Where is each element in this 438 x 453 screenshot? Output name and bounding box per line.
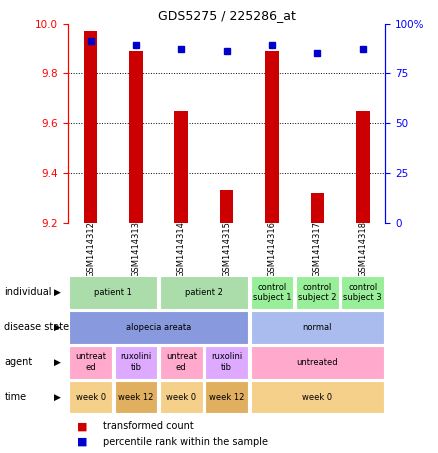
Text: control
subject 1: control subject 1 bbox=[253, 283, 291, 302]
Text: disease state: disease state bbox=[4, 322, 70, 333]
Text: GSM1414316: GSM1414316 bbox=[268, 221, 276, 277]
Text: GSM1414313: GSM1414313 bbox=[131, 221, 141, 277]
Bar bbox=[342, 276, 384, 309]
Text: individual: individual bbox=[4, 287, 52, 298]
Text: week 0: week 0 bbox=[166, 393, 196, 401]
Bar bbox=[205, 346, 248, 379]
Bar bbox=[69, 381, 112, 414]
Bar bbox=[296, 276, 339, 309]
Bar bbox=[115, 381, 157, 414]
Bar bbox=[160, 346, 203, 379]
Bar bbox=[220, 191, 233, 223]
Bar bbox=[160, 276, 248, 309]
Text: normal: normal bbox=[303, 323, 332, 332]
Text: ■: ■ bbox=[77, 437, 87, 447]
Text: GSM1414318: GSM1414318 bbox=[358, 221, 367, 277]
Title: GDS5275 / 225286_at: GDS5275 / 225286_at bbox=[158, 10, 296, 22]
Text: percentile rank within the sample: percentile rank within the sample bbox=[103, 437, 268, 447]
Text: ruxolini
tib: ruxolini tib bbox=[211, 352, 242, 372]
Text: control
subject 2: control subject 2 bbox=[298, 283, 337, 302]
Text: GSM1414312: GSM1414312 bbox=[86, 221, 95, 277]
Text: week 12: week 12 bbox=[118, 393, 154, 401]
Text: control
subject 3: control subject 3 bbox=[343, 283, 382, 302]
Bar bbox=[251, 381, 384, 414]
Text: agent: agent bbox=[4, 357, 32, 367]
Text: ▶: ▶ bbox=[53, 323, 60, 332]
Bar bbox=[251, 276, 293, 309]
Text: GSM1414317: GSM1414317 bbox=[313, 221, 322, 277]
Text: patient 2: patient 2 bbox=[185, 288, 223, 297]
Bar bbox=[311, 193, 324, 223]
Bar bbox=[69, 311, 248, 344]
Text: ruxolini
tib: ruxolini tib bbox=[120, 352, 152, 372]
Bar bbox=[251, 311, 384, 344]
Text: week 0: week 0 bbox=[75, 393, 106, 401]
Text: week 0: week 0 bbox=[302, 393, 332, 401]
Text: untreated: untreated bbox=[297, 358, 338, 366]
Bar bbox=[129, 51, 143, 223]
Bar bbox=[205, 381, 248, 414]
Bar bbox=[356, 111, 370, 223]
Bar bbox=[265, 51, 279, 223]
Text: GSM1414315: GSM1414315 bbox=[222, 221, 231, 277]
Text: alopecia areata: alopecia areata bbox=[126, 323, 191, 332]
Text: ▶: ▶ bbox=[53, 358, 60, 366]
Text: GSM1414314: GSM1414314 bbox=[177, 221, 186, 277]
Bar bbox=[160, 381, 203, 414]
Text: ▶: ▶ bbox=[53, 288, 60, 297]
Bar bbox=[251, 346, 384, 379]
Text: time: time bbox=[4, 392, 27, 402]
Bar bbox=[69, 346, 112, 379]
Text: untreat
ed: untreat ed bbox=[166, 352, 197, 372]
Text: ▶: ▶ bbox=[53, 393, 60, 401]
Text: patient 1: patient 1 bbox=[94, 288, 132, 297]
Text: week 12: week 12 bbox=[209, 393, 244, 401]
Bar bbox=[174, 111, 188, 223]
Text: untreat
ed: untreat ed bbox=[75, 352, 106, 372]
Text: transformed count: transformed count bbox=[103, 421, 194, 431]
Bar bbox=[69, 276, 157, 309]
Bar bbox=[84, 31, 97, 223]
Text: ■: ■ bbox=[77, 421, 87, 431]
Bar bbox=[115, 346, 157, 379]
